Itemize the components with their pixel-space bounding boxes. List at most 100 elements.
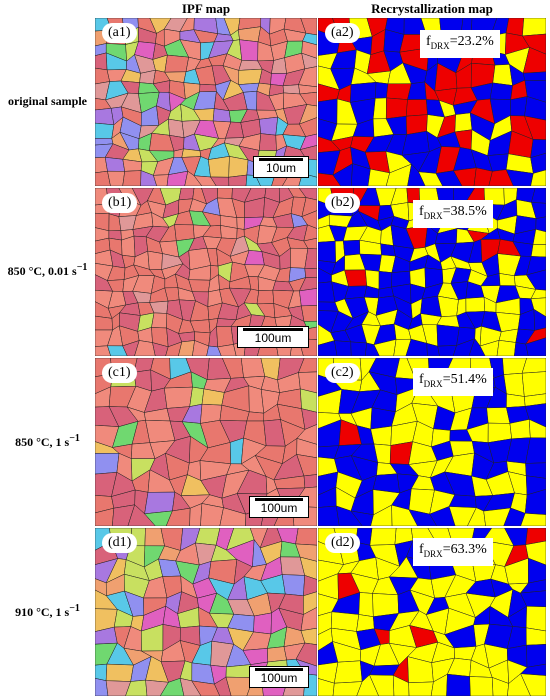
grain [465,296,486,313]
grain [298,84,317,95]
grain [530,152,546,174]
grain [125,679,148,696]
grain [189,503,203,526]
grain [520,590,546,608]
grain [104,157,125,172]
panel-label-c1: (c1) [102,363,137,383]
grain [350,510,374,526]
grain [405,338,428,356]
scale-bar-b1: 100um [237,326,309,348]
grain [193,175,217,186]
grain [147,250,163,270]
grain [184,170,203,186]
grain [174,224,195,242]
grain [145,679,169,696]
grain [107,170,125,186]
grain [525,475,546,496]
grain [430,673,448,696]
grain [122,170,142,186]
grain [318,340,338,356]
ipf-column-header: IPF map [181,1,231,16]
grain [469,676,494,696]
grain [267,646,287,663]
grain [393,338,412,356]
grain [189,386,205,407]
row-label-910-1: 910 °C, 1 s−1 [15,603,80,619]
grain [298,358,317,373]
grain [246,411,265,422]
ipf-panel-a1: (a1) 10um [95,18,317,186]
grain [526,269,546,291]
grain [299,133,317,150]
grain [524,489,546,515]
grain [208,156,230,178]
grain [318,505,340,526]
grain [298,66,317,88]
grain [525,606,546,632]
grain [256,289,275,305]
row-label-850-0-01: 850 °C, 0.01 s−1 [7,262,88,278]
grain [300,388,317,413]
grain [514,342,529,356]
grain [301,305,317,322]
grain [164,54,189,73]
grain [318,240,336,263]
grain [526,256,546,276]
grain [524,115,546,140]
grain [526,644,546,668]
grain [332,163,353,186]
grain [522,71,546,82]
grain [151,312,168,329]
grain [239,39,259,62]
grain [520,673,546,696]
ipf-panel-d1: (d1) 100um [95,528,317,696]
grain [216,326,234,348]
grain [228,174,248,186]
panel-label-a2: (a2) [325,23,360,43]
grain [217,188,233,199]
grain [112,504,136,526]
scale-bar-a1: 10um [253,156,309,178]
grain [296,454,317,477]
grain [195,528,221,546]
grain [468,338,486,356]
grain [253,612,272,635]
grain [530,244,546,258]
grain [295,642,317,667]
grain [525,462,546,479]
grain [166,170,189,186]
grain [245,174,261,186]
grain [535,216,546,233]
grain [298,277,317,292]
grain [405,99,428,117]
grain [492,64,513,86]
grain [152,342,169,356]
ipf-map-a1 [95,18,317,186]
scale-bar-d1: 100um [249,666,309,688]
grain [522,46,546,74]
grain [282,84,301,95]
grain [369,674,395,696]
grain [225,676,254,696]
ipf-panel-b1: (b1) 100um [95,188,317,356]
grain [520,513,546,526]
grain [408,681,434,696]
grain [95,170,111,186]
grain [378,271,393,290]
grain [507,673,531,696]
grain [212,108,232,123]
grain [533,308,546,331]
grain [301,210,317,229]
grain [95,678,109,696]
grain [531,202,546,219]
grain [298,188,317,201]
grain [491,677,509,696]
grain [489,82,513,100]
grain [454,112,473,133]
grain [365,342,380,356]
grain [369,528,397,546]
grain [300,607,317,631]
panel-label-a1: (a1) [102,23,137,43]
grain [210,176,230,186]
grain [105,663,134,682]
